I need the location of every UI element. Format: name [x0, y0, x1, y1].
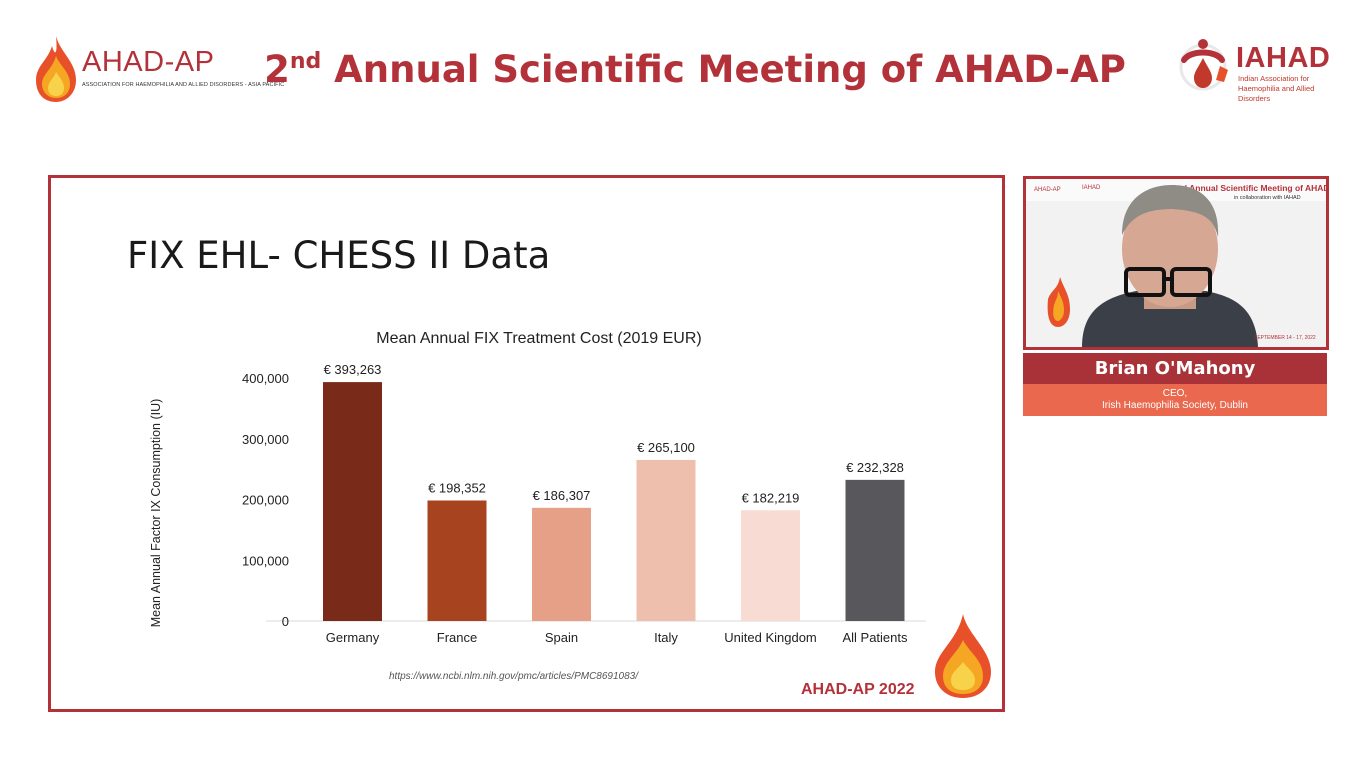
x-tick-label: France — [437, 630, 477, 645]
video-date: SEPTEMBER 14 - 17, 2022 — [1254, 335, 1316, 341]
video-subtitle: in collaboration with IAHAD — [1234, 195, 1301, 201]
speaker-role-line1: CEO, — [1162, 388, 1188, 399]
flame-logo-icon — [36, 36, 76, 102]
chart-y-axis-label: Mean Annual Factor IX Consumption (IU) — [149, 399, 163, 628]
iahad-wordmark: IAHAD — [1236, 42, 1331, 74]
bar-data-label: € 186,307 — [533, 488, 591, 503]
slide-title: FIX EHL- CHESS II Data — [127, 234, 551, 277]
speaker-role-line2: Irish Haemophilia Society, Dublin — [1102, 400, 1248, 411]
y-tick-label: 300,000 — [242, 432, 289, 447]
bar-data-label: € 182,219 — [742, 490, 800, 505]
iahad-emblem-icon — [1179, 39, 1228, 91]
bar-data-label: € 198,352 — [428, 481, 486, 496]
bar-france — [427, 500, 487, 621]
bars: € 393,263 Germany € 198,352 France € 186,307… — [323, 362, 908, 645]
x-tick-label: Germany — [326, 630, 380, 645]
bar-united-kingdom — [741, 510, 800, 621]
y-tick-label: 100,000 — [242, 553, 289, 568]
speaker-name: Brian O'Mahony — [1023, 353, 1327, 384]
x-tick-label: Spain — [545, 630, 578, 645]
bar-chart: Mean Annual FIX Treatment Cost (2019 EUR… — [149, 330, 926, 645]
chart-title: Mean Annual FIX Treatment Cost (2019 EUR… — [376, 330, 701, 347]
bar-germany — [323, 382, 382, 621]
x-tick-label: Italy — [654, 630, 678, 645]
slide-footer-label: AHAD-AP 2022 — [801, 681, 915, 698]
x-tick-label: All Patients — [842, 630, 908, 645]
bar-spain — [532, 507, 591, 621]
video-title: 2nd Annual Scientific Meeting of AHAD-AP — [1172, 183, 1329, 193]
y-tick-label: 200,000 — [242, 493, 289, 508]
y-tick-label: 400,000 — [242, 371, 289, 386]
title-rest: Annual Scientific Meeting of AHAD-AP — [321, 48, 1126, 91]
presentation-slide: FIX EHL- CHESS II Data Mean Annual FIX T… — [48, 175, 1005, 712]
video-logo-iahad: IAHAD — [1082, 185, 1101, 191]
bar-italy — [636, 459, 696, 621]
ahad-ap-wordmark: AHAD-AP — [82, 46, 215, 78]
x-tick-label: United Kingdom — [724, 630, 817, 645]
title-prefix: 2 — [264, 48, 290, 91]
video-logo-ahad-ap: AHAD-AP — [1034, 187, 1061, 193]
title-superscript: nd — [289, 49, 322, 74]
meeting-title: 2nd Annual Scientific Meeting of AHAD-AP — [230, 48, 1160, 91]
source-link[interactable]: https://www.ncbi.nlm.nih.gov/pmc/article… — [389, 671, 638, 682]
iahad-logo: IAHAD Indian Association for Haemophilia… — [1172, 36, 1348, 103]
bar-data-label: € 265,100 — [637, 440, 695, 455]
iahad-subtitle: Indian Association for Haemophilia and A… — [1238, 74, 1315, 103]
speaker-video[interactable]: AHAD-AP IAHAD 2nd Annual Scientific Meet… — [1023, 176, 1329, 350]
speaker-person-icon — [1047, 185, 1258, 347]
y-axis-ticks: 0 100,000 200,000 300,000 400,000 — [242, 371, 289, 629]
speaker-role: CEO, Irish Haemophilia Society, Dublin — [1023, 384, 1327, 416]
bar-all-patients — [845, 479, 905, 621]
bar-data-label: € 232,328 — [846, 460, 904, 475]
bar-data-label: € 393,263 — [324, 362, 382, 377]
ahad-ap-logo: AHAD-AP ASSOCIATION FOR HAEMOPHILIA AND … — [30, 32, 284, 104]
ahad-ap-subtitle: ASSOCIATION FOR HAEMOPHILIA AND ALLIED D… — [82, 82, 285, 88]
flame-drop-logo-icon — [935, 614, 991, 698]
y-tick-label: 0 — [282, 614, 289, 629]
